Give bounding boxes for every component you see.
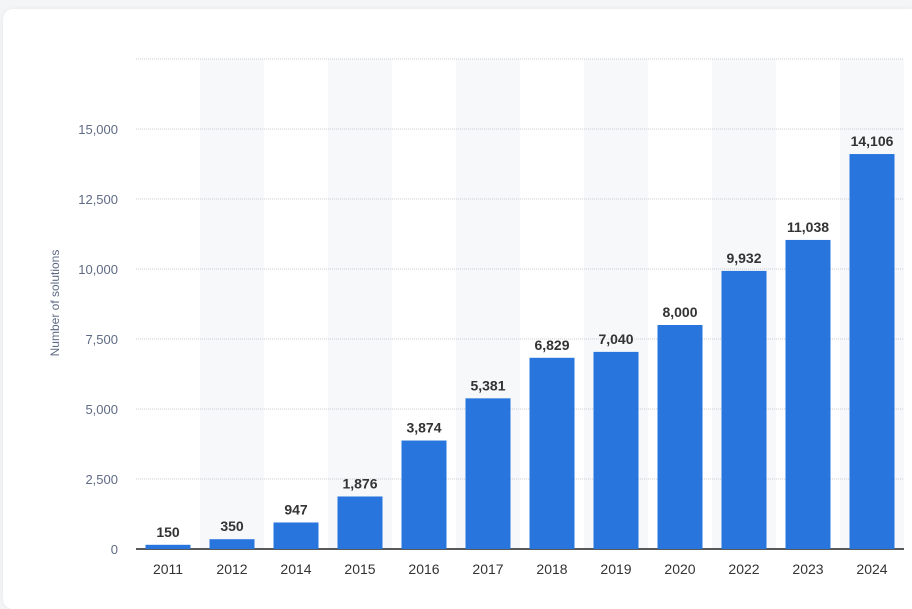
- bar-2018: [529, 357, 575, 549]
- data-label-2019: 7,040: [598, 331, 633, 347]
- bar-2020: [657, 325, 703, 549]
- data-label-2017: 5,381: [470, 377, 505, 393]
- y-tick-label: 12,500: [78, 192, 118, 207]
- column-band: [200, 59, 264, 549]
- data-label-2014: 947: [284, 501, 308, 517]
- bar-2015: [337, 496, 383, 549]
- bar-2011: [145, 544, 191, 549]
- y-tick-label: 7,500: [85, 332, 118, 347]
- x-tick-label: 2020: [664, 561, 695, 577]
- bar-2024: [849, 154, 895, 550]
- x-tick-label: 2014: [280, 561, 311, 577]
- x-tick-label: 2012: [216, 561, 247, 577]
- data-label-2018: 6,829: [534, 337, 569, 353]
- data-label-2015: 1,876: [342, 475, 377, 491]
- x-tick-label: 2023: [792, 561, 823, 577]
- x-tick-label: 2024: [856, 561, 887, 577]
- y-tick-label: 0: [111, 542, 118, 557]
- bar-2012: [209, 539, 255, 549]
- data-label-2016: 3,874: [406, 420, 441, 436]
- data-label-2012: 350: [220, 518, 244, 534]
- y-tick-label: 10,000: [78, 262, 118, 277]
- x-tick-label: 2022: [728, 561, 759, 577]
- bar-2014: [273, 522, 319, 549]
- bar-2016: [401, 440, 447, 549]
- data-label-2020: 8,000: [662, 304, 697, 320]
- y-tick-label: 2,500: [85, 472, 118, 487]
- y-axis-label: Number of solutions: [48, 250, 62, 357]
- bar-2022: [721, 270, 767, 549]
- x-tick-label: 2017: [472, 561, 503, 577]
- x-tick-label: 2019: [600, 561, 631, 577]
- x-tick-label: 2016: [408, 561, 439, 577]
- data-label-2023: 11,038: [787, 219, 829, 235]
- y-tick-label: 15,000: [78, 122, 118, 137]
- x-tick-label: 2011: [153, 561, 183, 577]
- bar-2017: [465, 398, 511, 549]
- data-label-2022: 9,932: [726, 250, 761, 266]
- bar-2019: [593, 351, 639, 549]
- data-label-2011: 150: [156, 524, 180, 540]
- bar-chart: 0 2,500 5,000 7,500 10,000 12,500 15,000 150 201…: [48, 58, 904, 577]
- y-tick-label: 5,000: [85, 402, 118, 417]
- data-label-2024: 14,106: [851, 133, 894, 149]
- bar-2023: [785, 239, 831, 549]
- x-tick-label: 2015: [344, 561, 375, 577]
- column-band: [328, 59, 392, 549]
- x-tick-label: 2018: [536, 561, 567, 577]
